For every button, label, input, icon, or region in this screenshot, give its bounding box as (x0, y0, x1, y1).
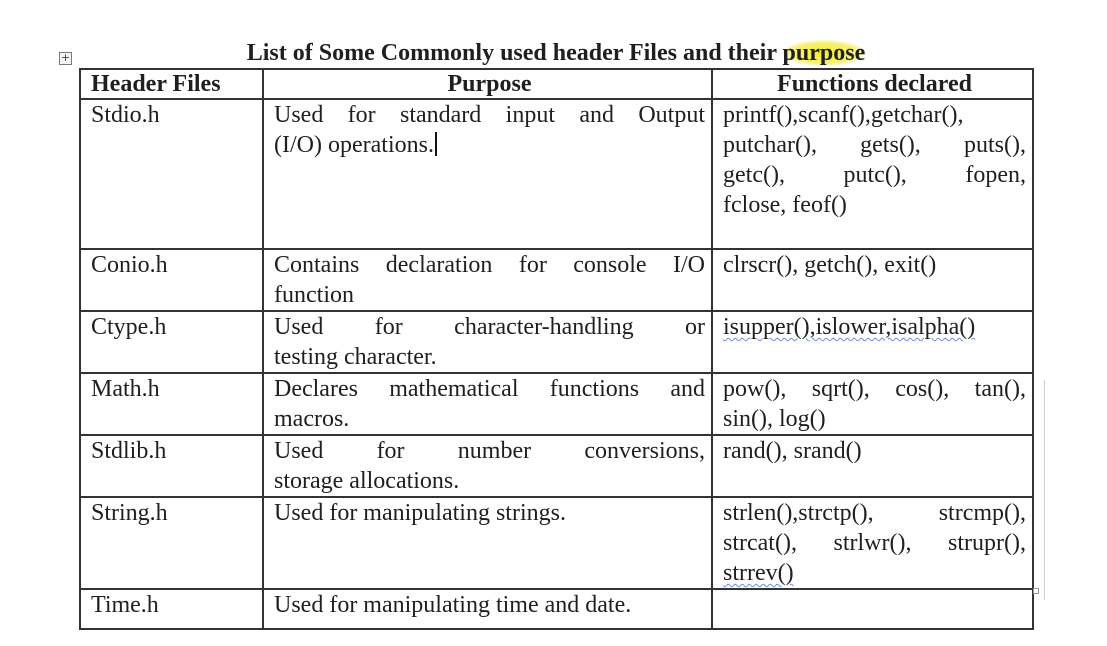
purpose-column-header: Purpose (262, 68, 713, 100)
table-row: Stdlib.h Used for number conversions, st… (79, 434, 1034, 498)
table-row: Conio.h Contains declaration for console… (79, 248, 1034, 312)
header-file-name: String.h (91, 500, 168, 526)
table-resize-handle[interactable] (1033, 588, 1039, 594)
header-file-name: Stdio.h (91, 102, 160, 128)
function-line: getc(), putc(), fopen, (723, 162, 1026, 188)
header-file-name: Stdlib.h (91, 438, 167, 464)
purpose-line: testing character. (274, 344, 437, 370)
functions-header-part: Fun (777, 71, 819, 97)
table-row: Stdio.h Used for standard input and Outp… (79, 98, 1034, 250)
purpose-line: storage allocations. (274, 468, 460, 494)
functions-column-header: Functions declared (711, 68, 1034, 100)
function-line: strcat(), strlwr(), strupr(), (723, 530, 1026, 556)
purpose-line-with-cursor: (I/O) operations. (274, 130, 705, 160)
purpose-line: Used for manipulating strings. (274, 500, 566, 526)
purpose-cell[interactable]: Used for character-handling or testing c… (262, 310, 713, 374)
function-line: fclose, feof() (723, 192, 847, 218)
header-files-table: Header Files Purpose Functions declared … (79, 68, 1034, 630)
header-file-name: Math.h (91, 376, 160, 402)
function-line: isupper(),islower,isalpha() (723, 314, 976, 340)
table-row: Ctype.h Used for character-handling or t… (79, 310, 1034, 374)
document-title: List of Some Commonly used header Files … (80, 40, 1032, 66)
page-margin-line (1044, 380, 1045, 600)
header-files-column-header: Header Files (79, 68, 264, 100)
text-cursor (434, 132, 437, 156)
functions-cell[interactable]: clrscr(), getch(), exit() (711, 248, 1034, 312)
function-line: pow(), sqrt(), cos(), tan(), (723, 376, 1026, 402)
purpose-line: Used for standard input and Output (274, 102, 705, 128)
header-file-cell[interactable]: Stdlib.h (79, 434, 264, 498)
functions-header-part: clared (908, 71, 972, 97)
table-move-handle[interactable]: + (59, 51, 72, 65)
header-file-cell[interactable]: String.h (79, 496, 264, 590)
function-line: sin(), log() (723, 406, 826, 432)
functions-header-highlight: ctions de (818, 71, 909, 97)
header-file-cell[interactable]: Stdio.h (79, 98, 264, 250)
purpose-line: macros. (274, 406, 350, 432)
header-file-cell[interactable]: Math.h (79, 372, 264, 436)
purpose-cell[interactable]: Used for manipulating time and date. (262, 588, 713, 630)
header-file-cell[interactable]: Conio.h (79, 248, 264, 312)
purpose-cell[interactable]: Used for number conversions, storage all… (262, 434, 713, 498)
table-row: Math.h Declares mathematical functions a… (79, 372, 1034, 436)
functions-cell[interactable]: strlen(),strctp(), strcmp(), strcat(), s… (711, 496, 1034, 590)
function-line: strlen(),strctp(), strcmp(), (723, 500, 1026, 526)
function-line: printf(),scanf(),getchar(), (723, 102, 964, 128)
header-file-cell[interactable]: Ctype.h (79, 310, 264, 374)
function-line: rand(), srand() (723, 438, 862, 464)
table-row: Time.h Used for manipulating time and da… (79, 588, 1034, 630)
title-highlight: purpose (782, 40, 866, 66)
header-file-name: Conio.h (91, 252, 168, 278)
purpose-line: Used for character-handling or (274, 314, 705, 340)
purpose-line: Used for number conversions, (274, 438, 705, 464)
purpose-cell[interactable]: Contains declaration for console I/O fun… (262, 248, 713, 312)
functions-cell[interactable]: isupper(),islower,isalpha() (711, 310, 1034, 374)
purpose-cell[interactable]: Used for standard input and Output (I/O)… (262, 98, 713, 250)
table-row: String.h Used for manipulating strings. … (79, 496, 1034, 590)
function-line: clrscr(), getch(), exit() (723, 252, 937, 278)
purpose-line: Declares mathematical functions and (274, 376, 705, 402)
purpose-line: (I/O) operations. (274, 132, 434, 158)
functions-cell[interactable]: printf(),scanf(),getchar(), putchar(), g… (711, 98, 1034, 250)
purpose-line: Used for manipulating time and date. (274, 592, 632, 618)
functions-cell[interactable] (711, 588, 1034, 630)
function-line: strrev() (723, 560, 794, 586)
header-file-cell[interactable]: Time.h (79, 588, 264, 630)
title-text: List of Some Commonly used header Files … (246, 40, 783, 66)
purpose-line: Contains declaration for console I/O (274, 252, 705, 278)
function-line: putchar(), gets(), puts(), (723, 132, 1026, 158)
functions-cell[interactable]: rand(), srand() (711, 434, 1034, 498)
table-header-row: Header Files Purpose Functions declared (79, 68, 1034, 100)
functions-cell[interactable]: pow(), sqrt(), cos(), tan(), sin(), log(… (711, 372, 1034, 436)
purpose-cell[interactable]: Used for manipulating strings. (262, 496, 713, 590)
purpose-line: function (274, 282, 354, 308)
header-file-name: Ctype.h (91, 314, 167, 340)
header-file-name: Time.h (91, 592, 159, 618)
purpose-cell[interactable]: Declares mathematical functions and macr… (262, 372, 713, 436)
